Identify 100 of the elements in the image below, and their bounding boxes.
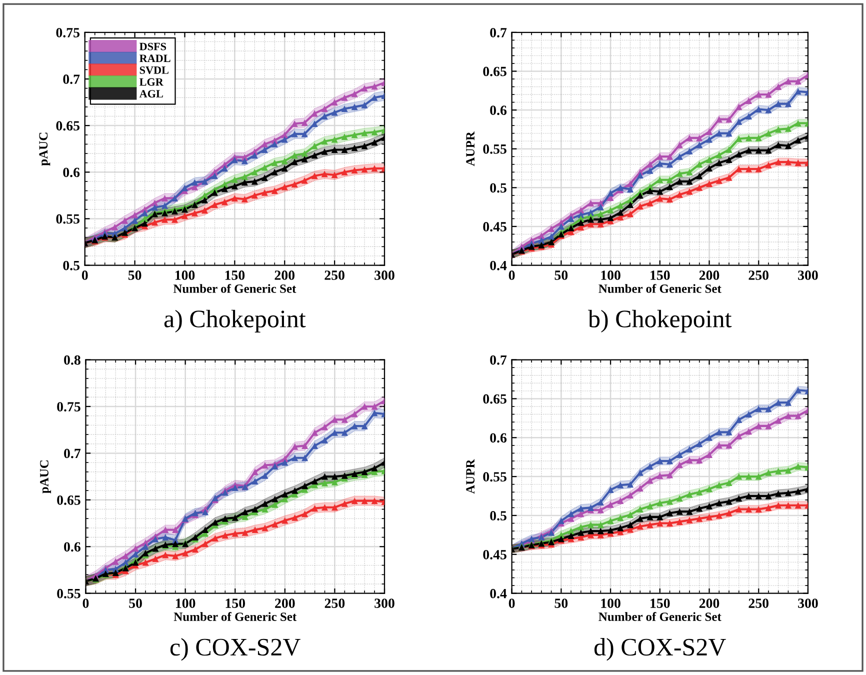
point	[784, 490, 792, 496]
point	[351, 422, 358, 430]
point	[252, 468, 258, 476]
point	[745, 147, 752, 154]
point	[271, 140, 278, 148]
point	[597, 216, 604, 223]
point	[666, 196, 674, 203]
point	[222, 532, 228, 539]
point	[321, 480, 328, 486]
y-tick-label: 0.65	[483, 66, 506, 76]
point	[706, 451, 713, 458]
point	[361, 130, 368, 136]
point	[627, 511, 634, 518]
y-tick-label: 0.6	[64, 542, 80, 552]
point	[726, 442, 732, 449]
point	[331, 416, 338, 423]
point	[252, 478, 258, 484]
point	[617, 202, 624, 209]
point	[281, 165, 288, 172]
x-tick-label: 200	[275, 598, 295, 608]
x-tick-label: 250	[324, 598, 345, 608]
y-axis-title: pAUC	[39, 132, 50, 166]
point	[736, 166, 742, 172]
point	[272, 520, 278, 528]
point	[371, 410, 378, 416]
point	[686, 148, 693, 154]
point	[745, 428, 752, 435]
point	[212, 519, 218, 526]
point	[716, 152, 722, 158]
point	[706, 434, 713, 441]
point	[784, 467, 792, 474]
point	[221, 165, 228, 172]
point	[794, 160, 802, 166]
point	[282, 517, 288, 524]
point	[656, 188, 664, 195]
point	[191, 210, 198, 216]
point	[122, 224, 128, 232]
point	[371, 128, 378, 136]
point	[775, 142, 782, 148]
y-tick-label: 0.7	[490, 28, 507, 38]
point	[726, 480, 732, 486]
point	[617, 524, 624, 532]
x-tick-label: 100	[601, 270, 620, 280]
point	[192, 546, 199, 553]
point	[646, 167, 654, 174]
x-tick-label: 0	[82, 598, 89, 608]
point	[261, 164, 268, 171]
point	[262, 500, 268, 507]
text: b) Chokepoint	[588, 310, 732, 332]
y-tick-label: 0.55	[56, 214, 80, 224]
point	[755, 166, 762, 172]
point	[312, 478, 318, 484]
y-tick-label: 0.6	[63, 168, 80, 178]
point	[232, 530, 238, 537]
point	[617, 209, 624, 216]
point	[696, 515, 703, 522]
y-tick-label: 0.65	[56, 121, 80, 131]
point	[321, 436, 328, 444]
point	[656, 514, 664, 520]
point	[371, 139, 378, 146]
point	[132, 545, 139, 552]
y-tick-label: 0.75	[57, 402, 80, 412]
point	[371, 403, 378, 410]
point	[302, 454, 308, 462]
x-tick-label: 300	[798, 598, 818, 608]
point	[251, 168, 258, 176]
point	[271, 160, 278, 166]
point	[341, 94, 348, 101]
point	[784, 158, 792, 166]
text: c) COX-S2V	[170, 638, 300, 661]
point	[765, 406, 772, 412]
y-tick-label: 0.6	[490, 433, 507, 443]
point	[726, 174, 732, 181]
point	[617, 514, 624, 522]
point	[142, 210, 148, 216]
point	[578, 505, 584, 512]
point	[351, 167, 358, 174]
point	[262, 462, 268, 469]
point	[272, 501, 278, 508]
point	[607, 527, 614, 534]
point	[351, 144, 358, 152]
point	[716, 116, 722, 123]
point	[202, 526, 208, 534]
point	[361, 498, 368, 504]
y-tick-label: 0.65	[57, 495, 80, 505]
point	[726, 428, 732, 436]
point	[736, 506, 742, 513]
point	[656, 458, 664, 464]
point	[242, 529, 248, 536]
point	[221, 180, 228, 188]
point	[331, 478, 338, 486]
x-axis-title: Number of Generic Set	[598, 284, 722, 293]
point	[291, 158, 298, 166]
point	[331, 146, 338, 154]
point	[696, 161, 703, 168]
point	[784, 412, 792, 420]
point	[211, 201, 218, 208]
point	[597, 506, 604, 514]
point	[656, 160, 664, 167]
y-axis-title: pAUC	[40, 460, 52, 494]
